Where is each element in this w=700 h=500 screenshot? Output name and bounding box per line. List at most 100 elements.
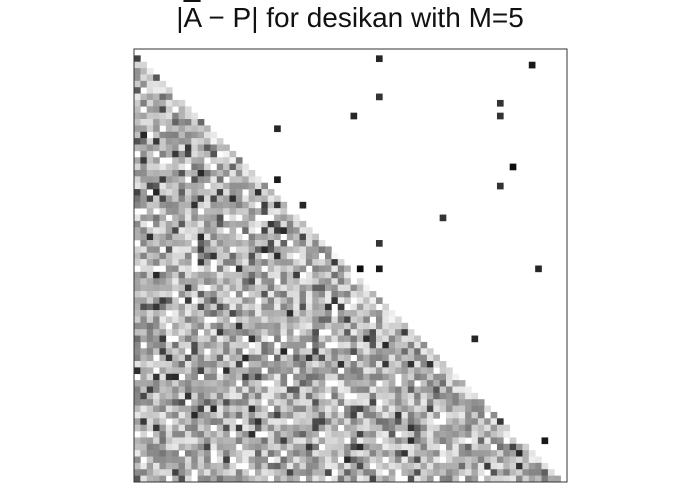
heatmap-cell <box>191 233 198 241</box>
heatmap-cell <box>344 322 351 330</box>
heatmap-cell <box>331 252 339 260</box>
heatmap-cell <box>146 290 154 298</box>
heatmap-cell <box>159 93 167 101</box>
heatmap-cell <box>210 392 218 400</box>
heatmap-cell <box>299 411 307 419</box>
heatmap-cell <box>503 443 510 451</box>
heatmap-cell <box>267 271 275 279</box>
heatmap-cell <box>286 443 294 451</box>
heatmap-cell <box>274 354 281 362</box>
heatmap-cell <box>165 252 173 260</box>
heatmap-cell <box>293 322 300 330</box>
heatmap-cell <box>274 431 281 438</box>
heatmap-cell <box>178 208 186 215</box>
heatmap-cell <box>516 450 523 457</box>
heatmap-cell <box>254 462 262 470</box>
heatmap-cell <box>242 373 249 381</box>
heatmap-cell <box>146 240 154 247</box>
heatmap-cell <box>356 405 364 413</box>
heatmap-cell <box>254 380 262 387</box>
heatmap-cell <box>159 271 167 279</box>
heatmap-cell <box>331 367 339 375</box>
heatmap-cell <box>465 462 472 470</box>
heatmap-cell <box>134 443 141 451</box>
heatmap-cell <box>191 220 198 228</box>
heatmap-cell <box>280 469 288 476</box>
heatmap-cell <box>274 303 281 311</box>
heatmap-cell <box>356 450 364 457</box>
heatmap-cell <box>134 405 141 413</box>
heatmap-cell <box>420 418 428 425</box>
heatmap-cell <box>280 373 288 381</box>
heatmap-cell <box>401 380 409 387</box>
heatmap-cell <box>165 411 173 419</box>
heatmap-cell <box>312 437 319 445</box>
heatmap-cell <box>446 386 453 394</box>
heatmap-cell <box>172 431 179 438</box>
heatmap-cell <box>382 373 390 381</box>
heatmap-cell <box>235 392 243 400</box>
heatmap-cell <box>254 182 262 190</box>
heatmap-cell <box>210 201 218 209</box>
heatmap-cell <box>165 469 173 476</box>
heatmap-cell <box>407 354 415 362</box>
heatmap-cell <box>337 437 345 445</box>
heatmap-cell <box>235 469 243 476</box>
heatmap-cell <box>153 380 160 387</box>
heatmap-cell <box>420 373 428 381</box>
heatmap-cell <box>293 424 300 432</box>
heatmap-cell <box>146 399 154 406</box>
heatmap-cell <box>172 322 179 330</box>
heatmap-cell <box>318 278 326 285</box>
heatmap-cell <box>337 284 345 292</box>
heatmap-cell <box>210 303 218 311</box>
heatmap-cell <box>165 329 173 336</box>
heatmap-cell <box>388 437 396 445</box>
heatmap-cell <box>165 189 173 196</box>
heatmap-cell <box>363 361 370 368</box>
heatmap-cell <box>229 405 237 413</box>
heatmap-cell <box>248 176 256 184</box>
heatmap-cell <box>191 150 198 158</box>
heatmap-cell <box>216 176 224 184</box>
heatmap-cell <box>312 475 319 483</box>
heatmap-cell <box>446 475 453 483</box>
heatmap-cell <box>134 284 141 292</box>
heatmap-cell <box>344 297 351 305</box>
heatmap-cell <box>267 189 275 196</box>
heatmap-cell <box>153 93 160 101</box>
heatmap-cell <box>159 112 167 120</box>
heatmap-cell <box>178 240 186 247</box>
heatmap-cell <box>407 443 415 451</box>
heatmap-cell <box>172 341 179 349</box>
heatmap-cell <box>274 329 281 336</box>
heatmap-cell <box>159 284 167 292</box>
heatmap-cell <box>191 284 198 292</box>
heatmap-cell <box>248 348 256 355</box>
heatmap-cell <box>388 367 396 375</box>
heatmap-cell <box>242 259 249 266</box>
heatmap-cell <box>134 201 141 209</box>
heatmap-cell <box>204 431 211 438</box>
heatmap-cell <box>172 246 179 254</box>
heatmap-cell <box>159 456 167 464</box>
heatmap-cell <box>312 341 319 349</box>
heatmap-cell <box>458 431 466 438</box>
heatmap-cell <box>216 265 224 273</box>
heatmap-cell <box>178 220 186 228</box>
heatmap-cell <box>382 303 390 311</box>
heatmap-cell <box>242 176 249 184</box>
heatmap-cell <box>293 310 300 317</box>
heatmap-cell <box>267 386 275 394</box>
heatmap-cell <box>204 201 211 209</box>
heatmap-cell <box>159 119 167 126</box>
heatmap-cell <box>178 265 186 273</box>
heatmap-cell <box>274 469 281 476</box>
heatmap-cell <box>248 259 256 266</box>
heatmap-cell <box>344 411 351 419</box>
heatmap-cell <box>229 150 237 158</box>
heatmap-cell <box>293 475 300 483</box>
heatmap-cell <box>280 418 288 425</box>
heatmap-cell <box>165 99 173 107</box>
heatmap-cell <box>395 348 402 355</box>
